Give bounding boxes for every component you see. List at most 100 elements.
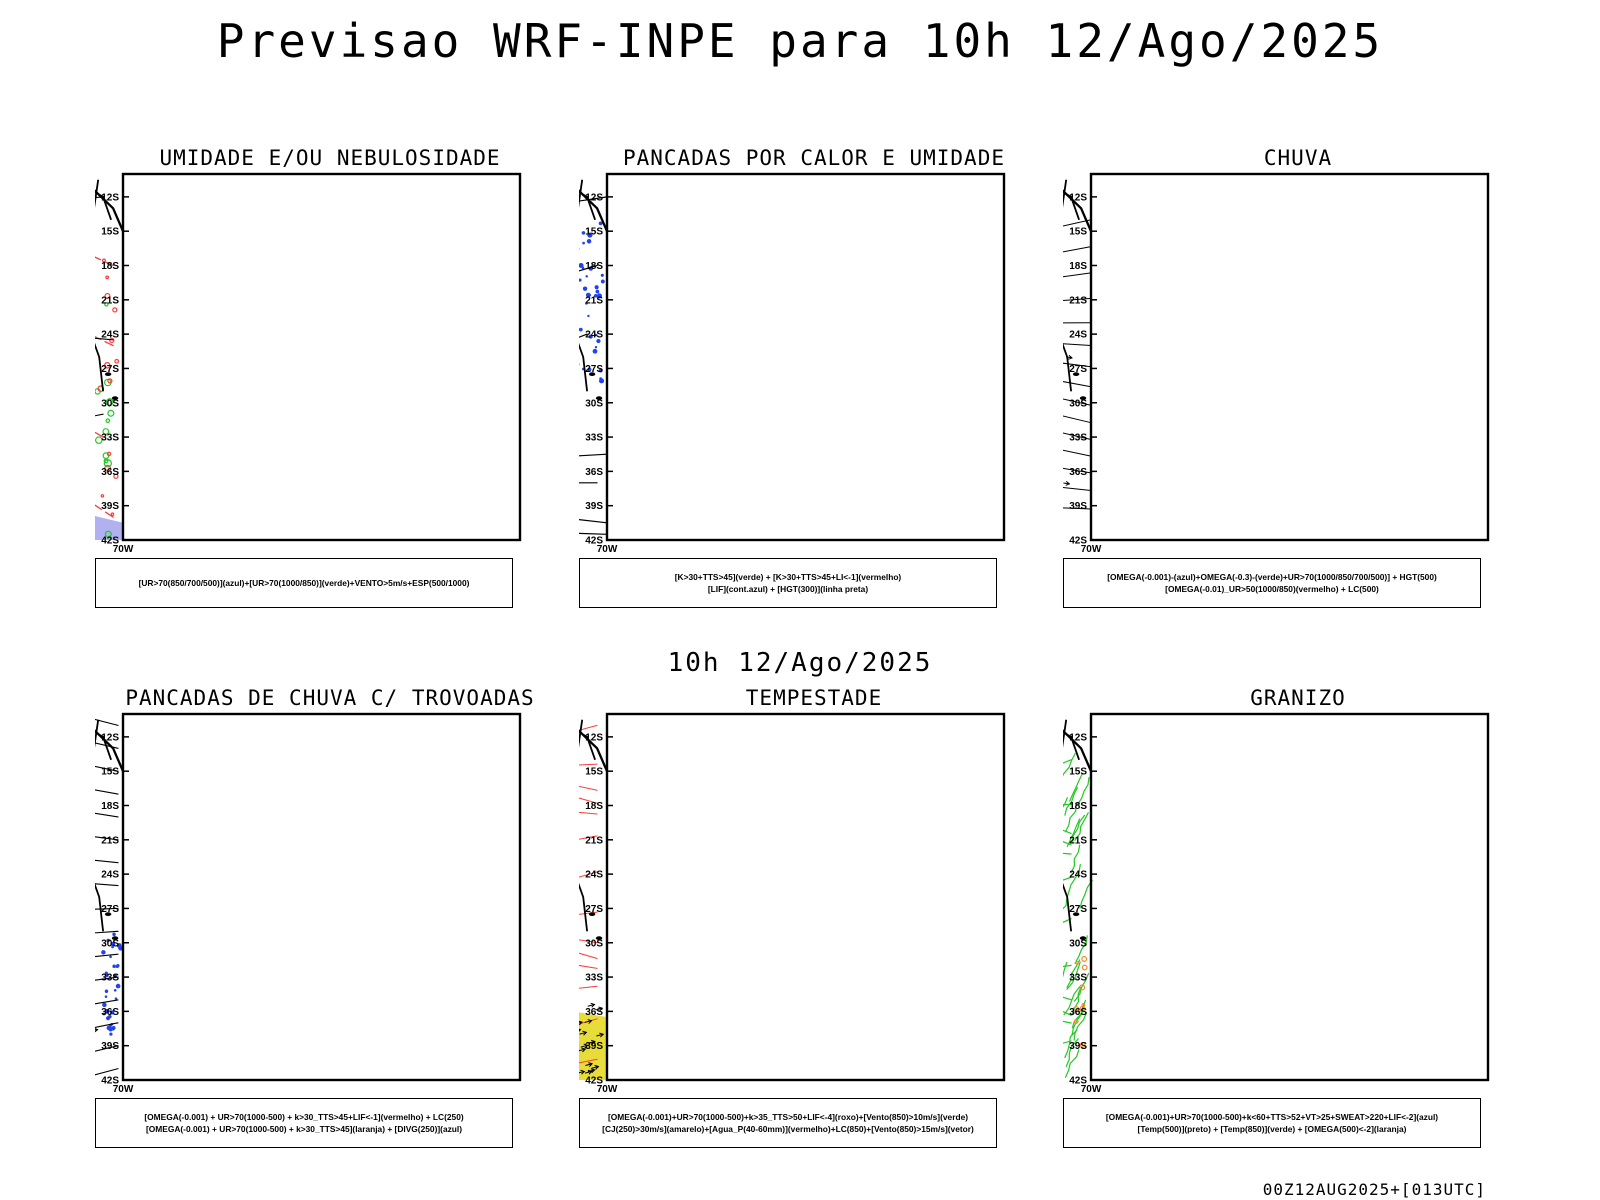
divg-dot — [101, 950, 106, 955]
frame: 12S15S18S21S24S27S30S33S36S39S42S70W65W6… — [585, 712, 1006, 1095]
map-pancadas-calor: 9600960096009520952095209440944093609360… — [579, 172, 1006, 555]
temp850-contour — [1074, 935, 1088, 964]
map-frame — [121, 712, 522, 1082]
omega-ring — [1072, 1006, 1080, 1013]
red-ring — [105, 275, 110, 280]
divg-dot — [116, 963, 120, 968]
map-trovoadas: 12S15S18S21S24S27S30S33S36S39S42S70W65W6… — [95, 712, 522, 1095]
temp850-contour — [1071, 999, 1087, 1029]
lif-dot — [587, 232, 593, 238]
lif-dot — [598, 221, 603, 226]
wind-vector — [588, 1039, 596, 1045]
panel-trovoadas: PANCADAS DE CHUVA C/ TROVOADAS 12S 15S 18S… — [80, 686, 580, 1161]
wind-vector — [579, 1047, 587, 1053]
border-line — [95, 191, 112, 221]
lat-label: 39S — [101, 501, 119, 512]
flow-arrow — [1063, 480, 1071, 486]
divg-dot — [110, 941, 116, 947]
wind-vector — [579, 1020, 583, 1026]
lat-label: 42S — [1069, 536, 1087, 547]
temp850-contour — [1064, 787, 1078, 816]
divg-dot — [114, 997, 118, 1000]
lat-label: 30S — [1069, 938, 1087, 949]
lat-label: 33S — [585, 433, 603, 444]
panel-title: PANCADAS POR CALOR E UMIDADE — [622, 146, 1005, 170]
lat-label: 21S — [585, 835, 603, 846]
frame: 12S15S18S21S24S27S30S33S36S39S42S70W65W6… — [585, 172, 1006, 555]
temp850-contour — [1065, 1038, 1079, 1067]
lat-label: 15S — [1069, 227, 1087, 238]
divg-dot — [104, 1008, 110, 1014]
map-background — [1091, 714, 1488, 1080]
legend-line-2: [LIF](cont.azul) + [HGT(300)](linha pret… — [707, 584, 869, 594]
lat-label: 33S — [585, 973, 603, 984]
flow-arrow — [95, 1027, 99, 1033]
map-background — [1091, 174, 1488, 540]
temp850-contour — [1066, 818, 1081, 847]
divg-dot — [108, 1027, 113, 1032]
panel-legend: [OMEGA(-0.001) + UR>70(1000-500) + k>30_… — [95, 1098, 513, 1148]
lat-label: 21S — [585, 295, 603, 306]
wind-vector — [585, 1062, 594, 1067]
lat-label: 27S — [101, 364, 119, 375]
border-line — [1063, 342, 1072, 392]
lat-label: 30S — [1069, 398, 1087, 409]
panel-pancadas-calor: PANCADAS POR CALOR E UMIDADE 96009600960… — [564, 146, 1064, 621]
border-line — [95, 882, 104, 932]
lake-mark — [104, 912, 112, 917]
lat-label: 15S — [101, 767, 119, 778]
panel-legend: [UR>70(850/700/500)](azul)+[UR>70(1000/8… — [95, 558, 513, 608]
lif-dot — [595, 289, 600, 294]
panel-title: GRANIZO — [1250, 686, 1346, 710]
lat-label: 27S — [585, 904, 603, 915]
lake-mark — [595, 396, 603, 401]
lat-label: 30S — [585, 398, 603, 409]
temp850-contour — [1064, 1029, 1078, 1059]
humidity-band — [95, 515, 123, 540]
lat-label: 18S — [1069, 261, 1087, 272]
lat-label: 33S — [1069, 433, 1087, 444]
panel-umidade: UMIDADE E/OU NEBULOSIDADE 10161016102010… — [80, 146, 580, 621]
lat-label: 18S — [1069, 801, 1087, 812]
base-map — [95, 719, 125, 941]
lake-mark — [111, 396, 119, 401]
divg-dot — [109, 1032, 113, 1036]
lat-label: 42S — [585, 1076, 603, 1087]
lat-label: 36S — [1069, 1007, 1087, 1018]
lif-dot — [587, 314, 590, 318]
lat-label: 42S — [101, 1076, 119, 1087]
temp850-contour — [1066, 961, 1081, 990]
lif-dot — [600, 279, 605, 284]
isobar — [95, 413, 104, 417]
wind-vector — [587, 1002, 596, 1008]
lat-label: 27S — [1069, 364, 1087, 375]
border-line — [95, 731, 112, 761]
legend-line-1: [OMEGA(-0.001)-(azul)+OMEGA(-0.3)-(verde… — [1107, 572, 1437, 582]
forecast-time-subtitle: 10h 12/Ago/2025 — [667, 648, 933, 678]
lat-label: 12S — [101, 192, 119, 203]
fields: 9600960096009520952095209440944093609360… — [579, 196, 608, 535]
base-map — [1063, 719, 1093, 941]
legend-line-2: [OMEGA(-0.01)_UR>50(1000/850)(vermelho) … — [1165, 584, 1379, 594]
red-ring — [107, 378, 113, 384]
lake-mark — [1079, 396, 1087, 401]
panel-legend: [OMEGA(-0.001)+UR>70(1000-500)+k>35_TTS>… — [579, 1098, 997, 1148]
wind-vector — [579, 1069, 586, 1075]
lat-label: 12S — [585, 732, 603, 743]
lat-label: 30S — [101, 938, 119, 949]
base-map — [579, 719, 609, 941]
lif-dot — [579, 363, 580, 366]
red-ring — [104, 464, 112, 472]
border-line — [1063, 882, 1072, 932]
divg-dot — [104, 973, 109, 978]
lat-label: 18S — [101, 261, 119, 272]
fields — [95, 718, 124, 1076]
main-title: Previsao WRF-INPE para 10h 12/Ago/2025 — [216, 14, 1384, 68]
lif-dot — [582, 241, 585, 245]
lat-label: 30S — [101, 398, 119, 409]
panel-legend: [OMEGA(-0.001)-(azul)+OMEGA(-0.3)-(verde… — [1063, 558, 1481, 608]
lat-label: 12S — [101, 732, 119, 743]
hgt300-contour — [579, 482, 598, 484]
map-umidade: 1016101610201020102010161020101610161020… — [95, 172, 522, 555]
base-map — [95, 179, 125, 401]
